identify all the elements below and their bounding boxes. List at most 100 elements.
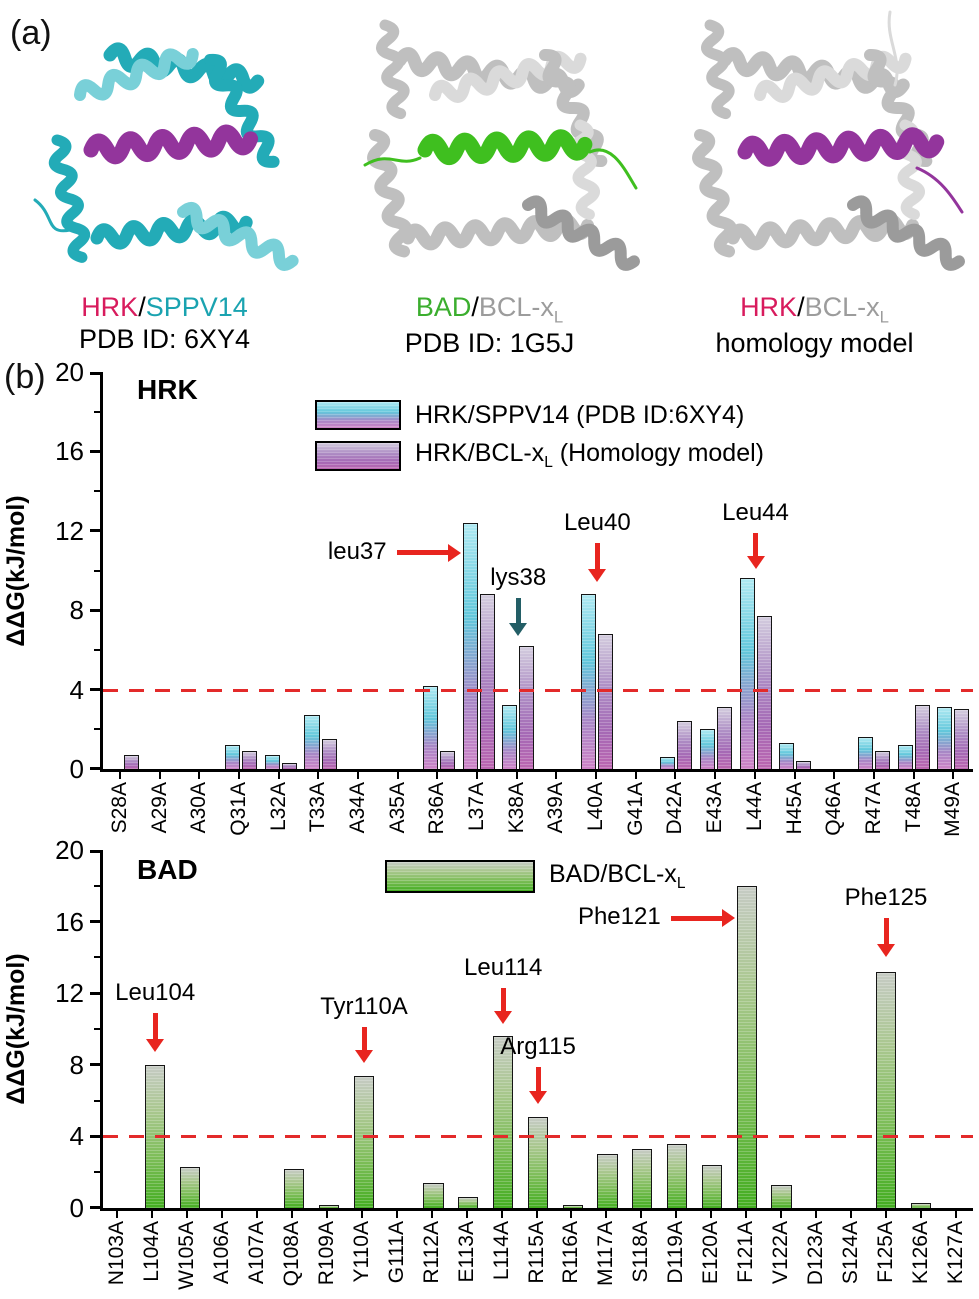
- x-cell-L104A: L104A: [135, 1211, 170, 1290]
- legend-label-0: HRK/SPPV14 (PDB ID:6XY4): [415, 401, 744, 430]
- bar-H45A: [779, 743, 795, 769]
- y-major-tick: [90, 991, 100, 995]
- annotation-label-Tyr110A: Tyr110A: [320, 993, 408, 1021]
- x-tick: [674, 772, 677, 779]
- bar-Q31A: [242, 751, 258, 769]
- bar-group-D119A: [660, 850, 695, 1208]
- annotation-arrow-Leu114: [494, 987, 513, 1024]
- x-tick-label-H45A: H45A: [782, 782, 806, 835]
- x-cell-R116A: R116A: [554, 1211, 589, 1290]
- bar-L37A: [462, 522, 478, 769]
- text-part: (Homology model): [552, 439, 764, 467]
- bar-group-G41A: [617, 372, 657, 769]
- x-cell-Q108A: Q108A: [275, 1211, 310, 1290]
- y-minor-tick: [94, 884, 100, 887]
- panel-a-label: (a): [10, 14, 52, 52]
- annotation-arrow-Leu40: [588, 542, 607, 583]
- x-tick: [237, 772, 240, 779]
- bar-L32A: [264, 755, 280, 769]
- bar-T48A: [914, 705, 930, 769]
- y-tick-label: 4: [69, 674, 84, 705]
- annotation-label-lys38: lys38: [490, 564, 547, 592]
- x-tick: [515, 772, 518, 779]
- structure-model-type: homology model: [715, 327, 914, 358]
- x-cell-V122A: V122A: [764, 1211, 799, 1290]
- reference-line-4kj: [103, 688, 973, 692]
- y-minor-tick: [94, 648, 100, 651]
- arrow-stem: [515, 598, 521, 623]
- bar-group-A107A: [242, 850, 277, 1208]
- annotation-arrow-Leu104: [146, 1012, 165, 1053]
- x-tick-label-R116A: R116A: [559, 1221, 583, 1284]
- x-cell-K38A: K38A: [497, 772, 537, 837]
- bar-group-R115A: [521, 850, 556, 1208]
- x-tick-label-Y110A: Y110A: [349, 1221, 373, 1283]
- x-cell-S118A: S118A: [624, 1211, 659, 1290]
- panel-a: HRK/SPPV14 PDB ID: 6XY4 BAD/BCL-xL PDB I…: [0, 0, 979, 372]
- y-minor-tick: [94, 956, 100, 959]
- arrow-stem: [500, 987, 506, 1011]
- y-tick-label: 0: [69, 754, 84, 784]
- bar-group-V122A: [764, 850, 799, 1208]
- x-cell-S124A: S124A: [833, 1211, 868, 1290]
- bh3-peptide-helix: [83, 124, 258, 165]
- x-tick-label-L104A: L104A: [140, 1221, 164, 1282]
- y-major-tick: [90, 1206, 100, 1209]
- annotation-arrow-leu37: [396, 543, 461, 562]
- text-part: /: [138, 292, 146, 322]
- x-tick-label-S124A: S124A: [838, 1221, 862, 1285]
- bar-group-L37A: [459, 372, 499, 769]
- reference-line-4kj: [103, 1135, 973, 1139]
- structure-caption: BAD/BCL-xL: [416, 292, 563, 327]
- arrow-stem: [152, 1012, 158, 1040]
- body-helix: [48, 134, 90, 263]
- legend-swatch-0: [315, 400, 401, 430]
- bar-E120A: [701, 1165, 723, 1208]
- arrow-stem: [753, 532, 758, 556]
- chart-title: HRK: [137, 374, 198, 405]
- x-tick: [186, 1211, 189, 1218]
- x-tick: [919, 1211, 922, 1218]
- arrow-stem: [396, 550, 448, 556]
- bar-R36A: [440, 751, 456, 769]
- y-major-tick: [90, 767, 100, 770]
- x-tick-label-D119A: D119A: [664, 1221, 688, 1284]
- arrow-stem: [535, 1066, 541, 1092]
- annotation-label-Phe125: Phe125: [844, 884, 928, 912]
- x-cell-R109A: R109A: [310, 1211, 345, 1290]
- body-helix: [375, 19, 410, 120]
- arrow-head: [146, 1039, 165, 1053]
- x-tick: [640, 1211, 643, 1218]
- x-cell-M117A: M117A: [589, 1211, 624, 1290]
- bar-group-A35A: [380, 372, 420, 769]
- chart-legend: BAD/BCL-xL: [385, 860, 685, 893]
- x-cell-E43A: E43A: [695, 772, 735, 837]
- annotation-arrow-Phe125: [877, 918, 895, 958]
- x-tick: [291, 1211, 294, 1218]
- bar-M117A: [597, 1154, 618, 1208]
- bar-group-G111A: [381, 850, 416, 1208]
- structure-figure-hrk-sppv14: HRK/SPPV14 PDB ID: 6XY4: [2, 0, 327, 372]
- protein-cartoon-hrk-bclxl: [691, 10, 965, 271]
- bar-E43A: [699, 729, 715, 769]
- x-tick: [198, 772, 201, 779]
- bar-group-M49A: [933, 372, 973, 769]
- x-tick: [356, 772, 359, 779]
- legend-item-0: HRK/SPPV14 (PDB ID:6XY4): [315, 400, 764, 430]
- y-minor-tick: [94, 410, 100, 413]
- x-tick-label-R109A: R109A: [314, 1221, 338, 1286]
- bar-group-Q31A: [222, 372, 262, 769]
- x-cell-G111A: G111A: [379, 1211, 414, 1290]
- x-tick-label-M49A: M49A: [941, 782, 965, 837]
- arrow-head: [355, 1050, 373, 1063]
- annotation-label-Arg115: Arg115: [500, 1032, 576, 1060]
- bar-L40A: [581, 594, 597, 769]
- x-tick: [151, 1211, 154, 1218]
- y-axis-label: ΔΔG(kJ/mol): [2, 494, 30, 647]
- y-major-tick: [90, 608, 100, 612]
- x-tick-label-E113A: E113A: [454, 1221, 478, 1283]
- body-helix: [700, 19, 735, 120]
- chart-legend: HRK/SPPV14 (PDB ID:6XY4) HRK/BCL-xL (Homo…: [315, 400, 764, 472]
- x-tick: [158, 772, 161, 779]
- x-tick-label-V122A: V122A: [768, 1221, 792, 1285]
